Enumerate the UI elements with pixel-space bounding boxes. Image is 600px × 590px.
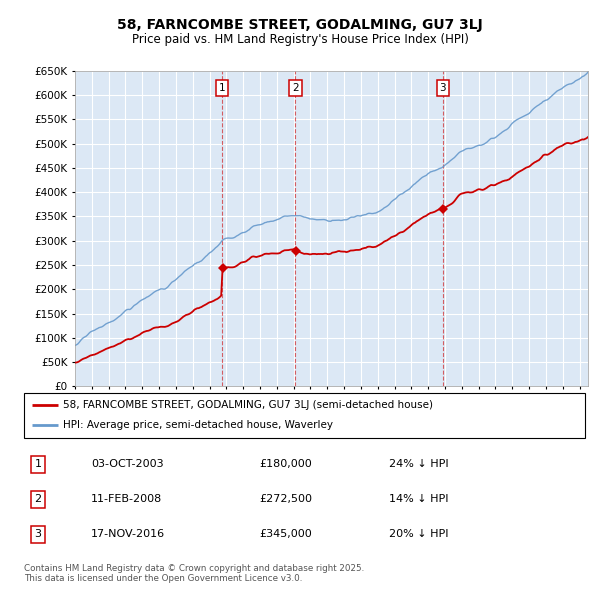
Text: 11-FEB-2008: 11-FEB-2008	[91, 494, 163, 504]
Text: 2: 2	[34, 494, 41, 504]
Text: 2: 2	[292, 83, 299, 93]
Text: £180,000: £180,000	[260, 460, 313, 469]
Text: HPI: Average price, semi-detached house, Waverley: HPI: Average price, semi-detached house,…	[63, 420, 333, 430]
Text: Price paid vs. HM Land Registry's House Price Index (HPI): Price paid vs. HM Land Registry's House …	[131, 33, 469, 46]
Text: £345,000: £345,000	[260, 529, 313, 539]
Text: 58, FARNCOMBE STREET, GODALMING, GU7 3LJ (semi-detached house): 58, FARNCOMBE STREET, GODALMING, GU7 3LJ…	[63, 400, 433, 410]
Text: 24% ↓ HPI: 24% ↓ HPI	[389, 460, 448, 469]
Text: 1: 1	[35, 460, 41, 469]
Text: 1: 1	[219, 83, 226, 93]
Text: 14% ↓ HPI: 14% ↓ HPI	[389, 494, 448, 504]
Text: 58, FARNCOMBE STREET, GODALMING, GU7 3LJ: 58, FARNCOMBE STREET, GODALMING, GU7 3LJ	[117, 18, 483, 32]
Text: 17-NOV-2016: 17-NOV-2016	[91, 529, 166, 539]
FancyBboxPatch shape	[24, 393, 585, 438]
Text: 03-OCT-2003: 03-OCT-2003	[91, 460, 164, 469]
Text: £272,500: £272,500	[260, 494, 313, 504]
Text: Contains HM Land Registry data © Crown copyright and database right 2025.
This d: Contains HM Land Registry data © Crown c…	[24, 564, 364, 583]
Text: 3: 3	[35, 529, 41, 539]
Text: 3: 3	[440, 83, 446, 93]
Text: 20% ↓ HPI: 20% ↓ HPI	[389, 529, 448, 539]
